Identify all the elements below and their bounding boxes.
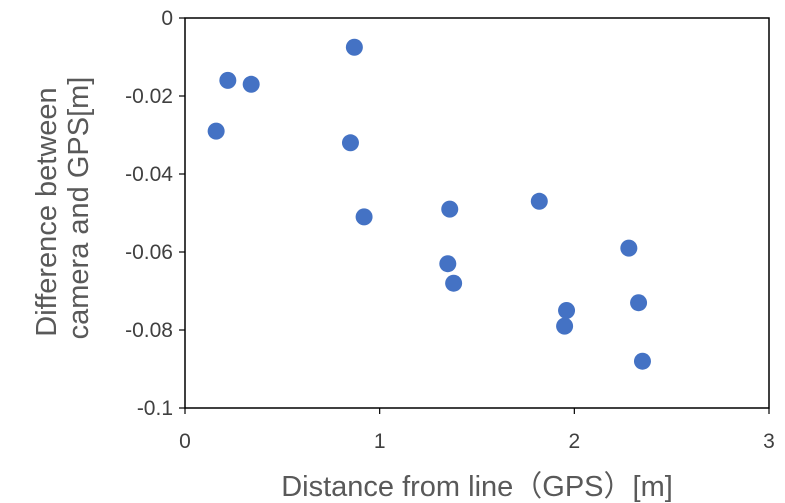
x-tick-label: 0 [179,430,191,453]
y-tick-label: -0.08 [125,319,173,342]
data-point [242,75,260,93]
data-point [439,255,457,273]
data-point [207,122,225,140]
x-tick-label: 1 [374,430,386,453]
y-tick-label: 0 [161,7,173,30]
y-axis-title-line-2: camera and GPS[m] [63,77,95,340]
data-points [207,38,651,370]
x-tick-label: 2 [568,430,580,453]
data-point [345,38,363,56]
y-axis-title-line-1: Difference between [31,87,63,336]
data-point [445,274,463,292]
y-tick-label: -0.06 [125,241,173,264]
y-tick-label: -0.04 [125,163,173,186]
y-tick-label: -0.1 [137,397,173,420]
data-point [558,302,576,319]
data-point [341,134,359,152]
x-axis-ticks: 0 1 2 3 [179,408,775,453]
y-axis-title: Difference between camera and GPS[m] [31,77,95,340]
x-tick-label: 3 [763,430,775,453]
x-axis-title: Distance from line（GPS）[m] [281,471,673,503]
data-point [355,208,373,226]
data-point [633,352,651,370]
data-point [219,71,237,89]
plot-area [184,17,770,409]
data-point [620,239,638,257]
data-point [530,192,548,210]
data-point [556,317,574,335]
data-point [441,200,459,218]
data-point [630,294,648,312]
y-axis-ticks: 0 -0.02 -0.04 -0.06 -0.08 -0.1 [125,7,185,420]
y-tick-label: -0.02 [125,85,173,108]
